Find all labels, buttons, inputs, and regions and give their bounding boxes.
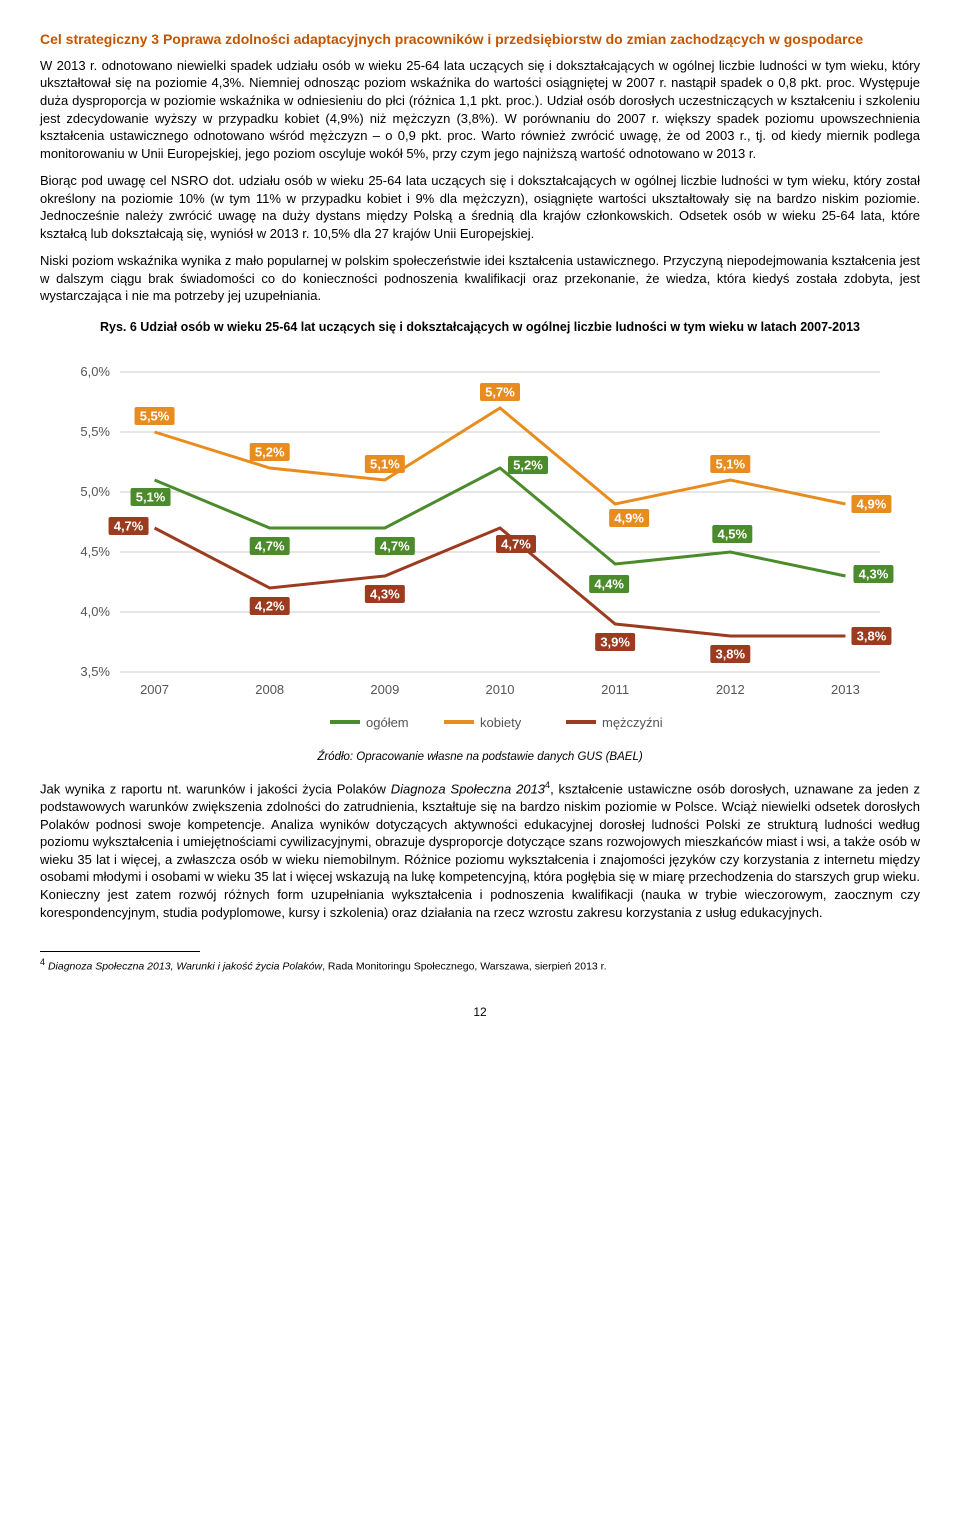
svg-text:2011: 2011 bbox=[601, 682, 629, 697]
svg-text:3,8%: 3,8% bbox=[857, 628, 887, 643]
line-chart-svg: 3,5% 4,0% 4,5% 5,0% 5,5% 6,0% 2007 2008 2009 2010… bbox=[40, 342, 920, 742]
figure-6-source: Źródło: Opracowanie własne na podstawie … bbox=[40, 750, 920, 766]
svg-text:2009: 2009 bbox=[370, 682, 399, 697]
svg-text:mężczyźni: mężczyźni bbox=[602, 715, 663, 730]
svg-text:4,3%: 4,3% bbox=[859, 566, 889, 581]
svg-text:4,7%: 4,7% bbox=[255, 538, 285, 553]
svg-text:5,1%: 5,1% bbox=[715, 456, 745, 471]
svg-text:5,2%: 5,2% bbox=[513, 457, 543, 472]
svg-text:5,2%: 5,2% bbox=[255, 444, 285, 459]
svg-text:4,2%: 4,2% bbox=[255, 598, 285, 613]
paragraph-4-text-a: Jak wynika z raportu nt. warunków i jako… bbox=[40, 782, 391, 797]
svg-text:6,0%: 6,0% bbox=[80, 364, 110, 379]
svg-text:4,4%: 4,4% bbox=[594, 576, 624, 591]
svg-text:2007: 2007 bbox=[140, 682, 169, 697]
strategic-goal-heading: Cel strategiczny 3 Poprawa zdolności ada… bbox=[40, 30, 920, 49]
svg-text:3,9%: 3,9% bbox=[600, 634, 630, 649]
svg-text:5,1%: 5,1% bbox=[136, 489, 166, 504]
paragraph-4: Jak wynika z raportu nt. warunków i jako… bbox=[40, 779, 920, 921]
svg-text:3,8%: 3,8% bbox=[715, 646, 745, 661]
svg-text:4,3%: 4,3% bbox=[370, 586, 400, 601]
footnote-separator bbox=[40, 951, 200, 952]
svg-text:4,7%: 4,7% bbox=[114, 518, 144, 533]
svg-text:3,5%: 3,5% bbox=[80, 664, 110, 679]
svg-text:4,5%: 4,5% bbox=[717, 526, 747, 541]
svg-text:5,5%: 5,5% bbox=[140, 408, 170, 423]
svg-text:kobiety: kobiety bbox=[480, 715, 522, 730]
svg-text:4,7%: 4,7% bbox=[501, 536, 531, 551]
footnote-4: 4 Diagnoza Społeczna 2013, Warunki i jak… bbox=[40, 956, 920, 974]
svg-text:5,1%: 5,1% bbox=[370, 456, 400, 471]
paragraph-4-text-b: , kształcenie ustawiczne osób dorosłych,… bbox=[40, 782, 920, 920]
svg-text:ogółem: ogółem bbox=[366, 715, 409, 730]
page-number: 12 bbox=[40, 1004, 920, 1020]
footnote-text-b: , Rada Monitoringu Społecznego, Warszawa… bbox=[322, 961, 606, 973]
svg-text:5,7%: 5,7% bbox=[485, 384, 515, 399]
footnote-italic: Diagnoza Społeczna 2013, Warunki i jakoś… bbox=[48, 961, 322, 973]
svg-text:4,0%: 4,0% bbox=[80, 604, 110, 619]
svg-text:4,9%: 4,9% bbox=[614, 510, 644, 525]
paragraph-3: Niski poziom wskaźnika wynika z mało pop… bbox=[40, 252, 920, 305]
paragraph-1: W 2013 r. odnotowano niewielki spadek ud… bbox=[40, 57, 920, 162]
svg-text:4,5%: 4,5% bbox=[80, 544, 110, 559]
paragraph-4-italic: Diagnoza Społeczna 2013 bbox=[391, 782, 545, 797]
svg-text:2013: 2013 bbox=[831, 682, 860, 697]
svg-text:5,0%: 5,0% bbox=[80, 484, 110, 499]
svg-text:5,5%: 5,5% bbox=[80, 424, 110, 439]
svg-text:4,9%: 4,9% bbox=[857, 496, 887, 511]
paragraph-2: Biorąc pod uwagę cel NSRO dot. udziału o… bbox=[40, 172, 920, 242]
svg-text:2012: 2012 bbox=[716, 682, 745, 697]
svg-text:2008: 2008 bbox=[255, 682, 284, 697]
figure-6-chart: 3,5% 4,0% 4,5% 5,0% 5,5% 6,0% 2007 2008 2009 2010… bbox=[40, 342, 920, 742]
svg-text:4,7%: 4,7% bbox=[380, 538, 410, 553]
svg-text:2010: 2010 bbox=[486, 682, 515, 697]
figure-6-title: Rys. 6 Udział osób w wieku 25-64 lat ucz… bbox=[40, 319, 920, 336]
